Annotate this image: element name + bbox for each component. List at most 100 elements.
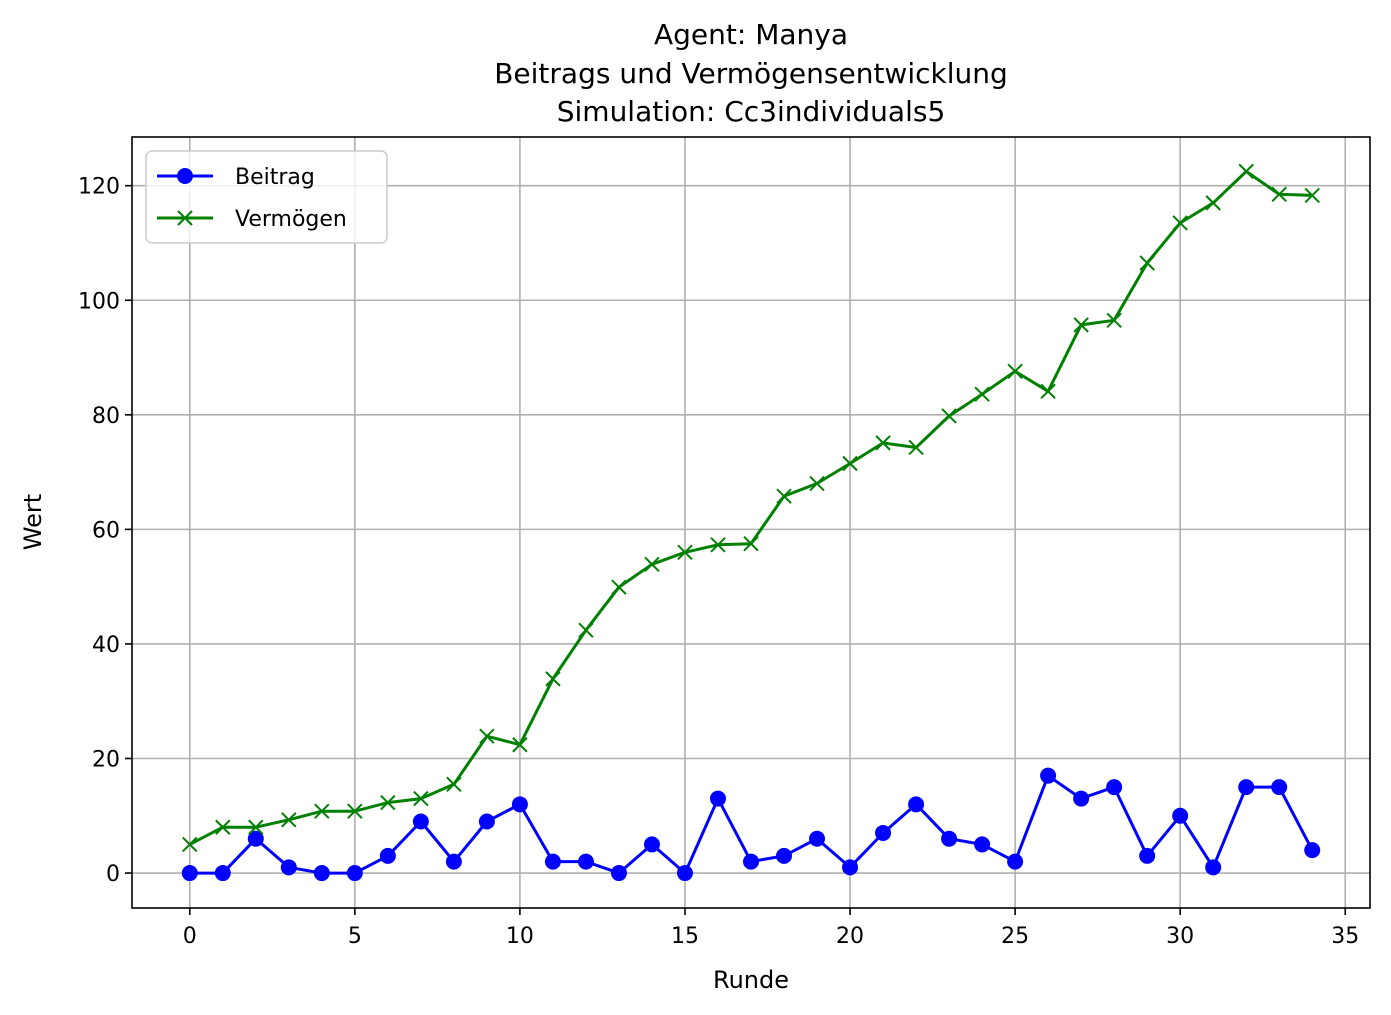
data-point-beitrag — [776, 847, 793, 864]
plot-series — [181, 163, 1321, 882]
chart-title: Agent: Manya Beitrags und Vermögensentwi… — [494, 18, 1008, 128]
data-point-beitrag — [379, 847, 396, 864]
data-point-vermoegen — [1139, 255, 1155, 271]
y-tick-label: 80 — [92, 404, 120, 429]
data-point-vermoegen — [1073, 317, 1089, 333]
data-point-beitrag — [445, 853, 462, 870]
data-point-beitrag — [743, 853, 759, 870]
data-point-beitrag — [941, 830, 958, 847]
legend-marker-vermoegen — [177, 210, 193, 226]
data-point-beitrag — [412, 813, 429, 830]
data-point-beitrag — [643, 836, 660, 853]
chart-title-line-2: Beitrags und Vermögensentwicklung — [494, 57, 1008, 90]
legend-label-vermoegen: Vermögen — [235, 207, 347, 232]
y-axis-label: Wert — [19, 494, 47, 550]
series-line-vermoegen — [189, 169, 1313, 846]
data-point-vermoegen — [413, 790, 429, 807]
legend-marker-beitrag — [177, 168, 193, 184]
plot-frame — [131, 136, 1371, 909]
data-point-vermoegen — [875, 435, 891, 451]
legend-label-beitrag: Beitrag — [235, 165, 315, 190]
data-point-beitrag — [1238, 779, 1255, 796]
data-point-vermoegen — [1304, 187, 1320, 204]
data-point-beitrag — [1271, 779, 1288, 796]
x-tick-label: 10 — [506, 924, 534, 949]
legend: Beitrag Vermögen — [145, 150, 388, 244]
data-point-vermoegen — [677, 544, 693, 560]
data-point-vermoegen — [479, 728, 495, 744]
data-point-vermoegen — [1106, 312, 1122, 329]
x-tick-label: 20 — [836, 924, 864, 949]
data-point-vermoegen — [446, 776, 462, 792]
data-point-beitrag — [1106, 779, 1123, 796]
y-tick-label: 20 — [92, 747, 120, 772]
data-point-beitrag — [1007, 853, 1024, 870]
data-point-vermoegen — [182, 836, 198, 853]
data-point-vermoegen — [611, 579, 627, 595]
data-point-beitrag — [1139, 847, 1156, 864]
chart-title-line-1: Agent: Manya — [654, 18, 848, 51]
axis-ticks: 0 5 10 15 20 25 30 35 0 20 40 60 80 100 120 — [78, 175, 1359, 949]
data-point-vermoegen — [776, 488, 792, 504]
data-point-vermoegen — [314, 803, 330, 819]
data-point-beitrag — [214, 865, 231, 882]
data-point-vermoegen — [380, 794, 396, 811]
data-point-beitrag — [247, 830, 264, 847]
data-point-beitrag — [280, 859, 297, 876]
x-tick-label: 35 — [1331, 924, 1359, 949]
data-point-beitrag — [544, 853, 561, 870]
data-point-vermoegen — [710, 537, 726, 553]
x-tick-label: 0 — [183, 924, 197, 949]
data-point-beitrag — [610, 865, 627, 882]
data-point-vermoegen — [908, 439, 924, 456]
legend-box — [145, 150, 388, 244]
data-point-beitrag — [511, 796, 528, 813]
data-point-vermoegen — [215, 819, 231, 835]
data-point-vermoegen — [974, 386, 990, 402]
data-point-vermoegen — [248, 819, 264, 835]
data-point-vermoegen — [809, 475, 825, 492]
data-point-beitrag — [974, 836, 991, 853]
data-point-vermoegen — [842, 455, 858, 472]
data-point-vermoegen — [281, 812, 297, 828]
data-point-beitrag — [478, 813, 495, 830]
x-tick-label: 5 — [348, 924, 362, 949]
data-point-beitrag — [676, 865, 693, 882]
data-point-vermoegen — [1271, 186, 1287, 202]
data-point-beitrag — [1205, 859, 1222, 876]
y-tick-label: 60 — [92, 518, 120, 543]
data-point-vermoegen — [1007, 363, 1023, 379]
data-point-vermoegen — [545, 671, 561, 687]
chart-title-line-3: Simulation: Cc3individuals5 — [557, 95, 946, 128]
x-tick-label: 15 — [671, 924, 699, 949]
data-point-vermoegen — [1172, 215, 1188, 231]
y-tick-label: 100 — [78, 289, 120, 314]
data-point-beitrag — [1040, 767, 1057, 784]
data-point-beitrag — [1172, 807, 1189, 824]
y-tick-label: 0 — [106, 862, 120, 887]
data-point-vermoegen — [347, 803, 363, 819]
data-point-beitrag — [709, 790, 726, 807]
data-point-beitrag — [875, 824, 892, 841]
data-point-beitrag — [1304, 842, 1321, 859]
grid — [132, 137, 1370, 908]
data-point-beitrag — [908, 796, 925, 813]
data-point-vermoegen — [743, 535, 759, 552]
y-tick-label: 40 — [92, 633, 120, 658]
x-axis-label: Runde — [713, 966, 789, 994]
data-point-vermoegen — [578, 622, 594, 638]
data-point-vermoegen — [1040, 383, 1056, 400]
data-point-vermoegen — [512, 737, 528, 753]
data-point-beitrag — [313, 865, 330, 882]
data-point-vermoegen — [1238, 163, 1254, 180]
data-point-beitrag — [809, 830, 826, 847]
data-point-beitrag — [346, 865, 363, 882]
x-tick-label: 25 — [1001, 924, 1029, 949]
y-tick-label: 120 — [78, 175, 120, 200]
data-point-vermoegen — [1205, 195, 1221, 211]
data-point-beitrag — [1073, 790, 1090, 807]
x-tick-label: 30 — [1166, 924, 1194, 949]
data-point-vermoegen — [941, 408, 957, 424]
legend-x-glyph — [177, 210, 193, 226]
